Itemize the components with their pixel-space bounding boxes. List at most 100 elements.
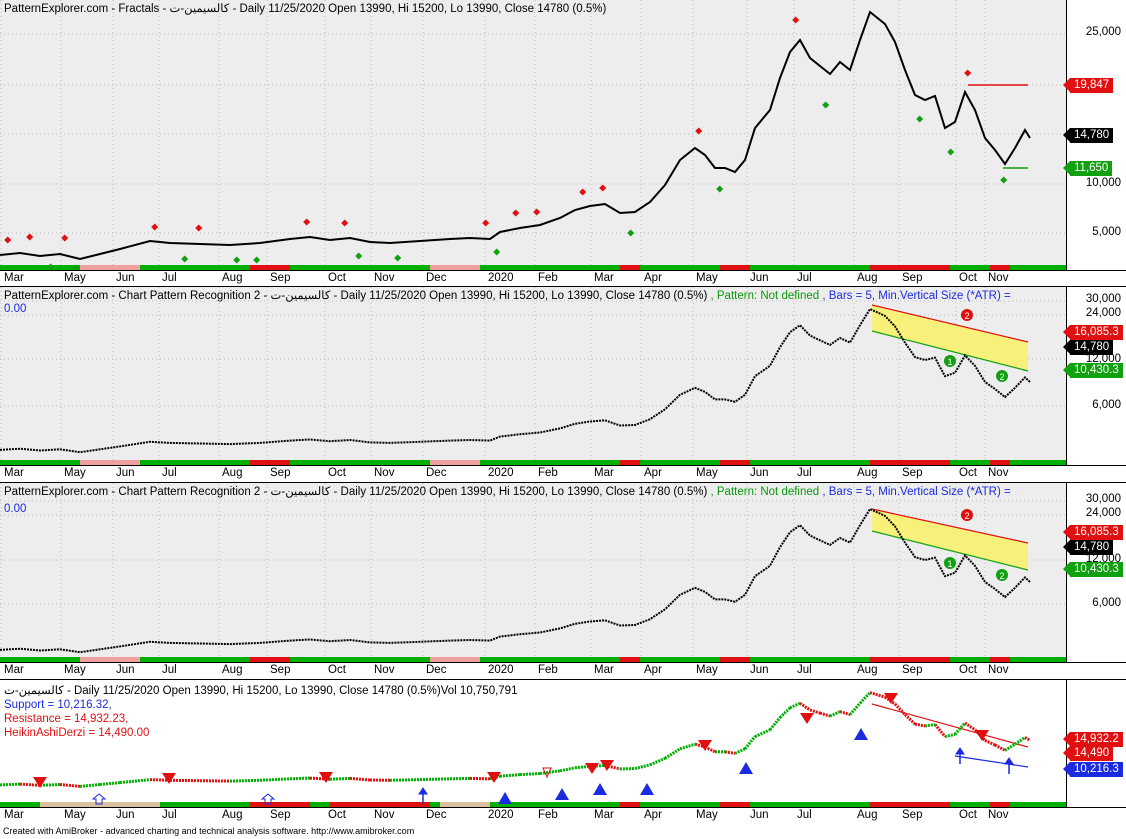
pane-separator[interactable] xyxy=(0,465,1126,466)
month-label: Nov xyxy=(988,809,1009,821)
fractals-strip xyxy=(0,265,1066,270)
month-label: Sep xyxy=(270,272,291,284)
price-tag-close: 14,780 xyxy=(1062,340,1114,355)
svg-text:2: 2 xyxy=(964,511,969,521)
month-label: Feb xyxy=(538,272,558,284)
month-label: Jun xyxy=(116,809,135,821)
month-label: Oct xyxy=(959,809,977,821)
month-label: Nov xyxy=(374,467,395,479)
pane-separator[interactable] xyxy=(0,270,1126,271)
month-label: Jun xyxy=(750,809,769,821)
fractals-price-series xyxy=(0,10,1031,261)
pattern-status: , Pattern: Not defined xyxy=(707,290,823,302)
support-line xyxy=(954,755,1029,768)
pane-separator[interactable] xyxy=(0,679,1126,680)
month-label: Aug xyxy=(222,467,243,479)
channel-upper-line xyxy=(871,304,1029,343)
svg-text:2: 2 xyxy=(964,311,969,321)
y-tick-label: 30,000 xyxy=(1085,493,1121,505)
month-label: Sep xyxy=(270,664,291,676)
month-label: 2020 xyxy=(488,664,514,676)
y-tick-label: 10,000 xyxy=(1085,177,1121,189)
heikin-chart[interactable] xyxy=(0,680,1066,807)
pane-separator[interactable] xyxy=(0,807,1126,808)
month-label: Jul xyxy=(162,272,177,284)
atr-value: 0.00 xyxy=(4,503,27,515)
heikin-ashi-pane[interactable]: كالسيمين-ت - Daily 11/25/2020 Open 13990… xyxy=(0,680,1126,807)
y-tick-label: 6,000 xyxy=(1092,597,1121,609)
price-tag-resistance: 14,932.2 xyxy=(1063,732,1123,747)
month-label: Mar xyxy=(4,664,24,676)
month-label: Feb xyxy=(538,809,558,821)
y-tick-label: 24,000 xyxy=(1085,507,1121,519)
heikin-plot-area[interactable] xyxy=(0,680,1066,807)
price-tag-lower: 10,430.3 xyxy=(1063,562,1123,577)
price-tag-close: 14,780 xyxy=(1062,128,1114,143)
month-label: Dec xyxy=(426,467,447,479)
channel-upper-line xyxy=(871,508,1029,544)
month-label: Jul xyxy=(797,664,812,676)
month-label: Oct xyxy=(959,272,977,284)
pane-separator[interactable] xyxy=(0,482,1126,483)
month-label: Jun xyxy=(750,272,769,284)
y-tick-label: 30,000 xyxy=(1085,293,1121,305)
month-label: Apr xyxy=(644,272,662,284)
month-label: Jul xyxy=(797,467,812,479)
month-label: Sep xyxy=(270,809,291,821)
month-label: Jun xyxy=(116,664,135,676)
month-label: May xyxy=(696,272,718,284)
heikin-bear-series xyxy=(19,691,1031,788)
y-tick-label: 25,000 xyxy=(1085,26,1121,38)
pattern-chart-1[interactable]: 2 1 2 xyxy=(0,287,1066,465)
heikin-title: كالسيمين-ت - Daily 11/25/2020 Open 13990… xyxy=(4,685,518,697)
svg-text:2: 2 xyxy=(999,571,1004,581)
month-label: Oct xyxy=(328,467,346,479)
price-tag-lower: 10,430.3 xyxy=(1063,363,1123,378)
price-tag-support: 10,216.3 xyxy=(1063,762,1123,777)
fractals-plot-area[interactable] xyxy=(0,0,1066,270)
pattern-strip xyxy=(0,657,1066,662)
month-label: Aug xyxy=(857,809,878,821)
pane-separator[interactable] xyxy=(0,286,1126,287)
month-label: Nov xyxy=(988,467,1009,479)
pattern-chart-2[interactable]: 2 1 2 xyxy=(0,483,1066,662)
heikin-bull-series xyxy=(0,691,1026,788)
month-label: Mar xyxy=(594,467,614,479)
month-label: 2020 xyxy=(488,809,514,821)
month-label: Mar xyxy=(594,664,614,676)
month-label: Jul xyxy=(797,272,812,284)
month-label: Sep xyxy=(270,467,291,479)
pattern-strip xyxy=(0,460,1066,465)
pane-separator[interactable] xyxy=(0,662,1126,663)
price-tag-support: 11,650 xyxy=(1062,161,1113,176)
pattern-recognition-pane-2[interactable]: 2 1 2 PatternExplorer.com - Chart Patter… xyxy=(0,483,1126,662)
fractals-title: PatternExplorer.com - Fractals - كالسيمي… xyxy=(4,3,607,15)
month-label: Jun xyxy=(750,467,769,479)
month-label: Apr xyxy=(644,664,662,676)
month-label: Oct xyxy=(328,664,346,676)
svg-text:1: 1 xyxy=(947,357,952,367)
month-label: Jul xyxy=(162,664,177,676)
month-label: Jul xyxy=(797,809,812,821)
svg-text:1: 1 xyxy=(947,559,952,569)
bars-setting: , Bars = 5, Min.Vertical Size (*ATR) = xyxy=(822,486,1011,498)
x-axis-labels-1: Mar May Jun Jul Aug Sep Oct Nov Dec 2020 Feb Mar Apr… xyxy=(0,271,1126,287)
y-tick-label: 12,000 xyxy=(1085,353,1121,365)
month-label: Mar xyxy=(594,272,614,284)
month-label: Aug xyxy=(857,664,878,676)
month-label: Oct xyxy=(959,467,977,479)
pattern-marker-green-2: 2 xyxy=(996,370,1008,382)
price-tag-heikin: 14,490 xyxy=(1062,746,1114,761)
pattern-price-series xyxy=(0,507,1031,654)
month-label: May xyxy=(696,467,718,479)
y-tick-label: 6,000 xyxy=(1092,399,1121,411)
month-label: Mar xyxy=(4,809,24,821)
fractals-chart[interactable] xyxy=(0,0,1066,270)
month-label: Aug xyxy=(857,272,878,284)
pattern-recognition-pane-1[interactable]: 2 1 2 PatternExplorer.com - Chart Patter… xyxy=(0,287,1126,465)
channel-fill xyxy=(872,509,1028,570)
month-label: Dec xyxy=(426,809,447,821)
fractals-pane[interactable]: PatternExplorer.com - Fractals - كالسيمي… xyxy=(0,0,1126,270)
x-axis-labels-3: Mar May Jun Jul Aug Sep Oct Nov Dec 2020 Feb Mar Apr… xyxy=(0,663,1126,679)
month-label: Oct xyxy=(328,809,346,821)
